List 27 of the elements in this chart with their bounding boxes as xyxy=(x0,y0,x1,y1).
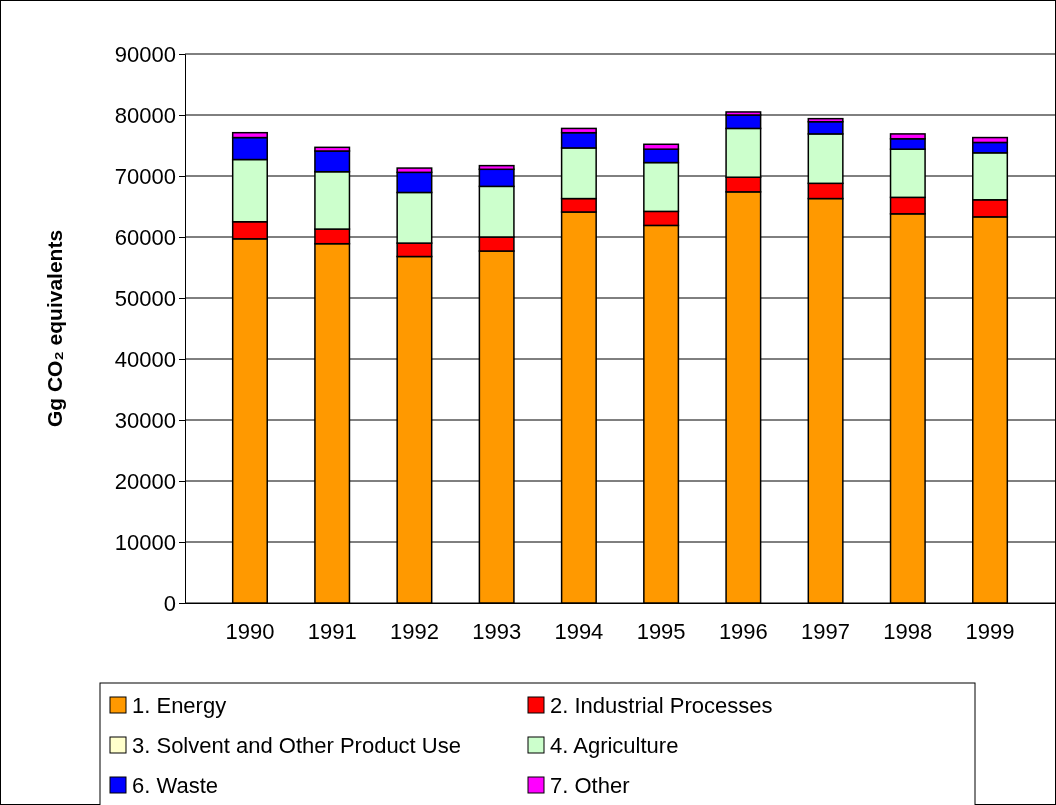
x-tick-label: 1999 xyxy=(965,618,1015,644)
y-tick-label: 0 xyxy=(163,590,176,616)
legend-label: 7. Other xyxy=(550,772,630,798)
x-tick-label: 1992 xyxy=(389,618,439,644)
legend-label: 3. Solvent and Other Product Use xyxy=(132,732,461,758)
y-tick-label: 70000 xyxy=(114,163,176,189)
x-tick-label: 1995 xyxy=(636,618,686,644)
x-tick-label: 1990 xyxy=(225,618,275,644)
legend-label: 6. Waste xyxy=(132,772,218,798)
x-tick-label: 1991 xyxy=(307,618,357,644)
x-tick-label: 1996 xyxy=(718,618,768,644)
legend-label: 1. Energy xyxy=(132,692,227,718)
x-tick-label: 1994 xyxy=(554,618,604,644)
x-tick-label: 1997 xyxy=(801,618,851,644)
legend-label: 2. Industrial Processes xyxy=(550,692,773,718)
y-tick-label: 10000 xyxy=(114,529,176,555)
y-tick-label: 80000 xyxy=(114,102,176,128)
y-axis-title: Gg CO₂ equivalents xyxy=(43,229,66,428)
x-tick-label: 1998 xyxy=(883,618,933,644)
y-tick-label: 40000 xyxy=(114,346,176,372)
y-tick-label: 60000 xyxy=(114,224,176,250)
y-tick-label: 30000 xyxy=(114,407,176,433)
x-tick-label: 1993 xyxy=(472,618,522,644)
y-tick-label: 50000 xyxy=(114,285,176,311)
y-tick-label: 90000 xyxy=(114,41,176,67)
y-tick-label: 20000 xyxy=(114,468,176,494)
legend-label: 4. Agriculture xyxy=(550,732,679,758)
